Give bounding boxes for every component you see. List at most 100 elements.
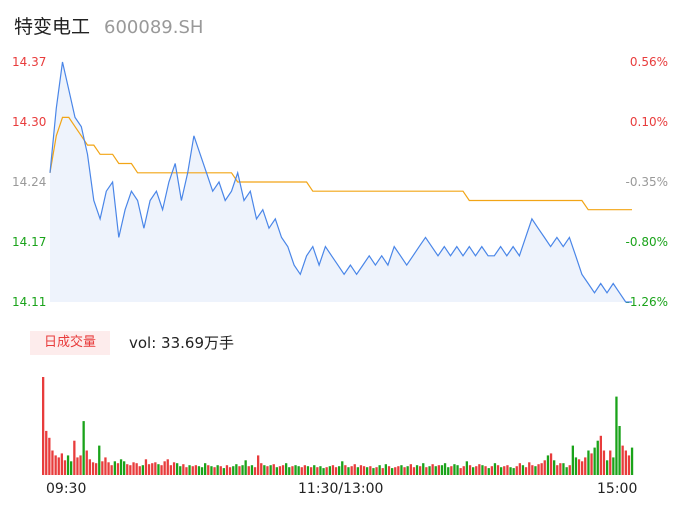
volume-bar — [503, 466, 506, 475]
volume-bar — [618, 426, 621, 475]
volume-bar — [300, 467, 303, 475]
volume-bar — [484, 466, 487, 475]
volume-bar — [116, 463, 120, 475]
volume-bar — [531, 465, 534, 475]
y-left-tick: 14.17 — [12, 235, 47, 249]
volume-bar — [331, 465, 335, 475]
volume-bar — [384, 464, 387, 475]
volume-bar — [325, 467, 328, 475]
volume-bar — [275, 467, 278, 475]
volume-bar — [313, 465, 316, 475]
volume-bar — [204, 463, 207, 475]
volume-bar — [95, 463, 98, 475]
volume-bar — [462, 466, 465, 475]
volume-bar — [571, 445, 574, 475]
volume-bar — [593, 447, 596, 475]
volume-bar — [431, 464, 434, 475]
volume-bar — [225, 465, 229, 475]
volume-bar — [260, 463, 263, 475]
volume-bar — [85, 450, 88, 475]
volume-bar — [228, 467, 232, 475]
volume-bar — [472, 467, 475, 475]
volume-bar — [481, 465, 484, 475]
volume-bar — [235, 464, 238, 475]
volume-bar — [154, 462, 157, 475]
volume-bar — [129, 465, 132, 475]
stock-name: 特变电工 — [14, 16, 91, 38]
volume-bar — [375, 467, 378, 475]
volume-bar — [210, 466, 213, 475]
volume-bar — [356, 467, 359, 475]
volume-bar — [528, 462, 531, 475]
volume-bar — [397, 466, 400, 475]
volume-bar — [587, 450, 590, 475]
volume-bar — [328, 466, 331, 475]
volume-bar — [232, 466, 235, 475]
y-right-tick: -0.80% — [625, 235, 668, 249]
volume-bar — [269, 465, 272, 475]
volume-bar — [291, 466, 294, 475]
y-left-tick: 14.24 — [12, 175, 47, 189]
volume-bar — [66, 455, 70, 475]
volume-bar — [574, 457, 578, 475]
volume-bar — [70, 461, 73, 475]
volume-bar — [506, 465, 509, 475]
volume-bar — [447, 467, 450, 475]
volume-bar — [500, 467, 503, 475]
volume-bar — [630, 447, 634, 475]
volume-bar — [160, 465, 163, 475]
volume-bar — [403, 467, 406, 475]
volume-bar — [615, 396, 618, 475]
volume-bar — [91, 462, 95, 475]
volume-bar — [621, 445, 624, 475]
stock-code: 600089.SH — [104, 17, 204, 38]
volume-bar — [400, 465, 403, 475]
volume-bar — [144, 459, 148, 475]
volume-bar — [257, 455, 260, 475]
volume-bar — [263, 465, 266, 475]
avg-line — [49, 116, 632, 211]
volume-bar — [316, 467, 319, 475]
price-line — [49, 61, 632, 303]
volume-bar — [590, 453, 593, 475]
volume-bar — [197, 466, 201, 475]
volume-bar — [107, 462, 110, 475]
volume-bar — [419, 466, 422, 475]
volume-bar — [425, 467, 428, 475]
volume-bar — [338, 466, 341, 475]
y-left-tick: 14.30 — [12, 115, 47, 129]
volume-bar — [172, 462, 176, 475]
volume-bar — [341, 461, 344, 475]
volume-bar — [465, 461, 468, 475]
volume-bar — [546, 455, 550, 475]
volume-bar — [577, 459, 581, 475]
volume-bar — [82, 421, 85, 475]
volume-bar — [353, 464, 356, 475]
volume-bar — [272, 464, 275, 475]
volume-bar — [48, 437, 51, 475]
volume-bar — [512, 468, 515, 475]
volume-bar — [60, 453, 63, 475]
volume-bar — [306, 466, 310, 475]
volume-bar — [182, 464, 185, 475]
volume-bar — [278, 466, 282, 475]
volume-bar — [247, 466, 250, 475]
volume-bar — [369, 466, 372, 475]
volume-bar — [509, 467, 512, 475]
volume-bar — [581, 461, 584, 475]
volume-bar — [344, 465, 347, 475]
volume-bar — [176, 463, 179, 475]
volume-bar — [88, 459, 91, 475]
volume-bar — [627, 455, 631, 475]
volume-bar — [609, 450, 612, 475]
volume-bar — [188, 465, 191, 475]
volume-bar — [596, 440, 599, 475]
volume-bar — [216, 465, 219, 475]
volume-bar — [602, 450, 606, 475]
volume-bar — [496, 465, 500, 475]
volume-bar — [157, 464, 160, 475]
volume-bar — [493, 463, 497, 475]
volume-bar — [391, 468, 394, 475]
volume-bar — [437, 465, 440, 475]
